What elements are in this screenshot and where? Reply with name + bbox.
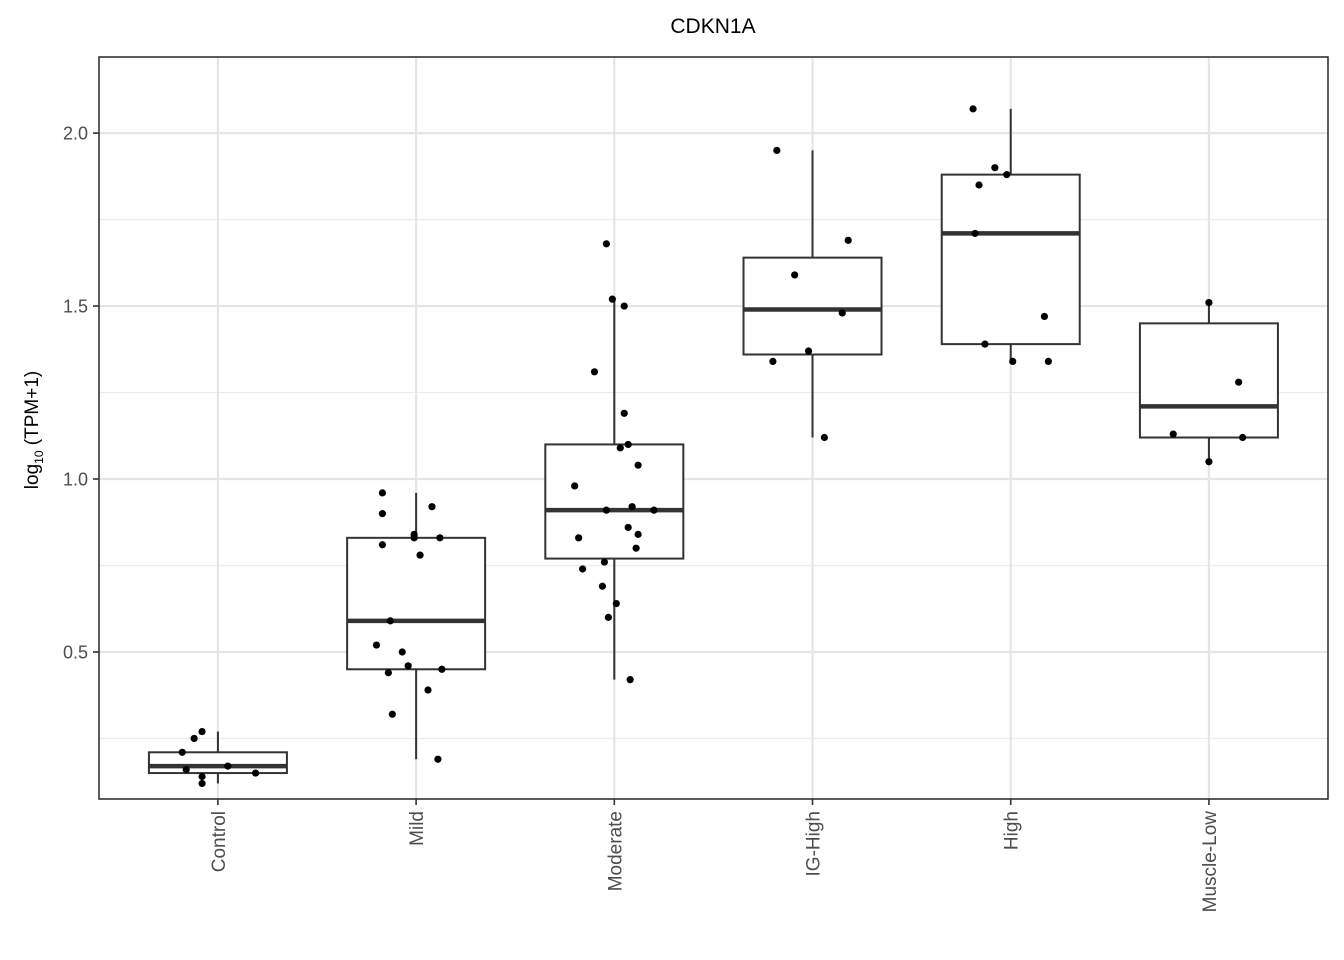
box-iqr [742,256,883,356]
data-point [981,340,989,348]
chart-title: CDKN1A [670,15,755,38]
data-point [804,347,813,355]
data-point [626,676,634,684]
data-point [1003,171,1011,179]
box-iqr [940,173,1081,346]
data-point [650,506,658,514]
data-point [579,565,587,573]
data-point [838,309,846,317]
data-point [224,762,232,770]
box-iqr [147,751,288,775]
data-point [436,534,444,542]
data-point [602,240,610,248]
data-point [1044,357,1052,366]
data-point [844,236,852,244]
data-point [632,544,640,552]
y-axis-label-base: log [22,464,43,489]
data-point [602,506,610,514]
y-axis-label-rest: (TPM+1) [22,371,43,451]
x-tick-label: IG-High [804,811,825,876]
data-point [791,271,799,279]
y-tick-label: 1.0 [63,470,88,490]
data-point [634,530,642,538]
data-point [178,748,186,756]
data-point [628,503,636,511]
data-point [386,617,394,625]
data-point [969,105,977,113]
x-axis: Control Mild Moderate IG-High High Muscle-Low [209,799,1221,912]
data-point [624,440,632,449]
data-point [372,641,381,649]
data-point [1009,357,1017,366]
data-point [182,765,190,774]
data-point [1169,430,1177,438]
data-point [620,302,628,310]
box-iqr [544,443,685,560]
data-point [198,727,206,736]
data-point [198,772,206,781]
boxplot-muscle-low [1138,302,1279,462]
data-point [434,755,442,763]
data-point [616,444,624,452]
y-axis-label-subscript: 10 [32,450,46,464]
data-point [1205,299,1213,307]
box-iqr [346,536,487,671]
data-point [251,769,260,777]
boxplot-high [940,108,1081,362]
data-point [975,181,983,189]
data-point [971,229,979,238]
boxplot-control [147,731,288,784]
data-point [600,558,609,566]
points [178,105,1247,788]
data-point [820,433,829,442]
data-point [590,368,599,376]
data-point [620,409,628,417]
data-point [404,662,412,670]
data-point [604,613,612,621]
data-point [378,541,387,549]
data-point [198,779,206,788]
data-point [571,482,579,490]
x-tick-label: High [1002,811,1023,850]
box-iqr [1138,322,1279,439]
y-axis: 0.5 1.0 1.5 2.0 [63,124,99,662]
y-tick-label: 1.5 [63,297,88,317]
data-point [398,648,406,656]
x-tick-label: Mild [407,811,428,846]
data-point [991,164,999,172]
data-point [378,489,387,497]
boxplot-moderate [544,299,685,680]
data-point [575,534,583,542]
boxes [147,108,1279,784]
x-tick-label: Moderate [605,811,626,891]
data-point [769,357,777,366]
data-point [190,734,198,743]
data-point [624,523,632,532]
data-point [1235,378,1243,386]
y-axis-label: log10 (TPM+1) [22,371,46,489]
data-point [384,669,392,677]
y-tick-label: 2.0 [63,124,88,144]
data-point [1040,312,1049,321]
data-point [428,503,436,511]
data-point [388,710,396,718]
boxplot-ig-high [742,150,883,438]
data-point [608,295,616,303]
data-point [378,510,387,518]
data-point [1239,433,1247,442]
y-tick-label: 0.5 [63,642,88,662]
data-point [416,551,424,559]
data-point [598,582,607,590]
x-tick-label: Control [209,811,230,872]
data-point [410,534,418,542]
data-point [773,146,781,154]
x-tick-label: Muscle-Low [1200,811,1221,913]
data-point [438,665,446,673]
data-point [612,599,620,608]
data-point [1205,458,1213,466]
data-point [634,461,642,469]
plot-panel-border [98,56,1329,800]
data-point [424,686,432,694]
